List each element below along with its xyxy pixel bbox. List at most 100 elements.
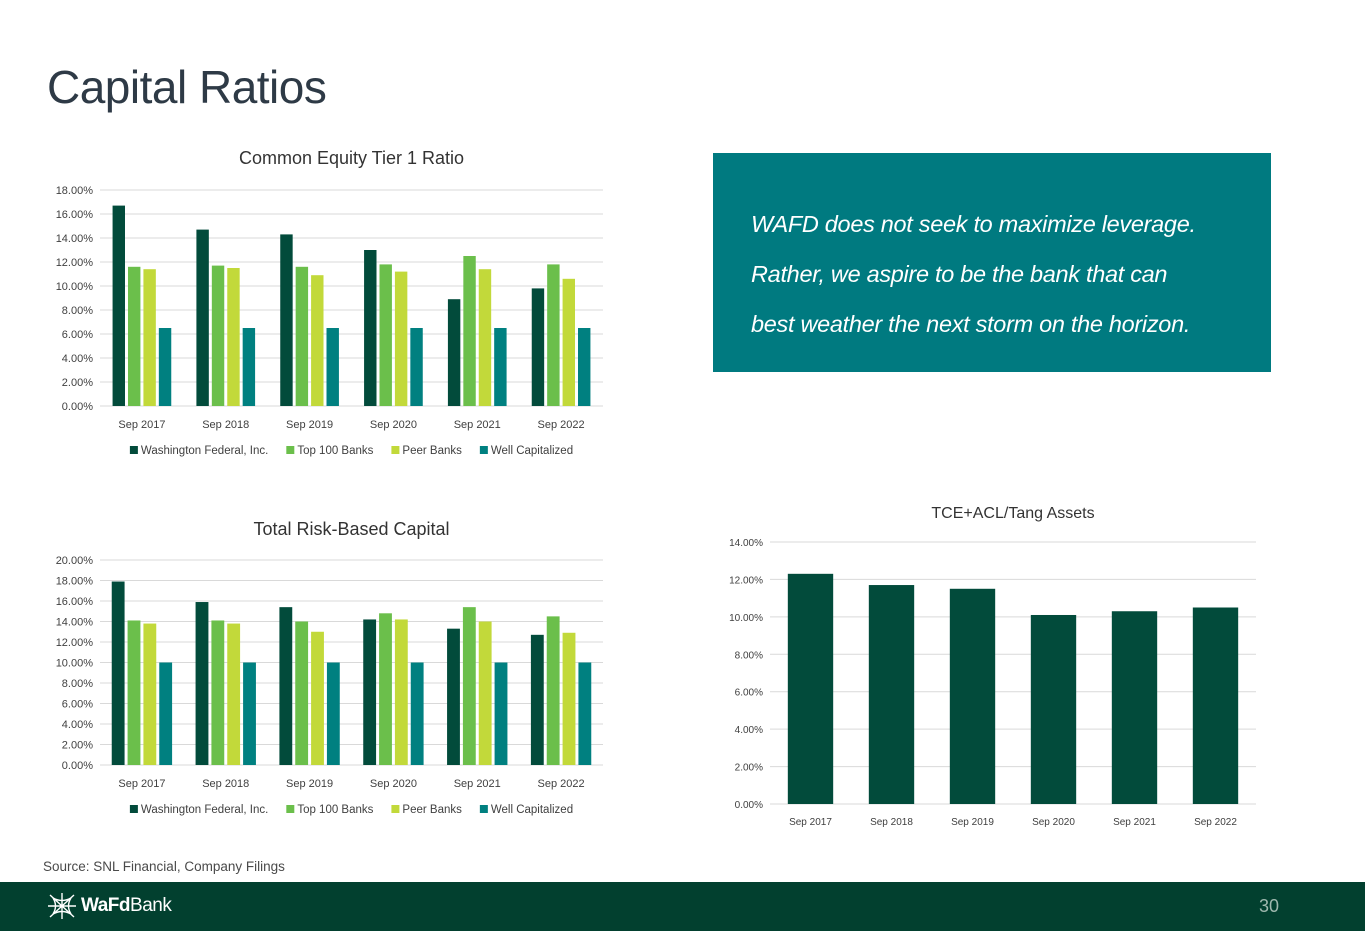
x-tick-label: Sep 2020 — [1032, 817, 1075, 828]
bar-tce-acl-tang-assets-sep-2018 — [868, 585, 915, 804]
x-tick-label: Sep 2022 — [538, 778, 585, 790]
y-tick-label: 0.00% — [62, 760, 93, 772]
y-tick-label: 14.00% — [56, 617, 94, 629]
bar-tce-acl-tang-assets-sep-2017 — [787, 573, 834, 804]
bar-top-100-banks-sep-2018 — [211, 620, 225, 765]
y-tick-label: 14.00% — [56, 233, 94, 245]
y-tick-label: 2.00% — [62, 377, 93, 389]
bar-peer-banks-sep-2019 — [311, 275, 324, 406]
bar-washington-federal-inc-sep-2018 — [195, 602, 209, 765]
x-tick-label: Sep 2018 — [202, 778, 249, 790]
legend-label-washington-federal-inc: Washington Federal, Inc. — [141, 445, 268, 457]
y-tick-label: 4.00% — [62, 353, 93, 365]
bar-washington-federal-inc-sep-2020 — [364, 250, 377, 406]
y-tick-label: 12.00% — [729, 575, 763, 586]
y-tick-label: 2.00% — [62, 740, 93, 752]
x-tick-label: Sep 2022 — [1194, 817, 1237, 828]
bar-peer-banks-sep-2020 — [394, 271, 408, 406]
bar-washington-federal-inc-sep-2017 — [111, 581, 125, 765]
y-tick-label: 20.00% — [56, 555, 94, 567]
total-risk-based-capital-chart: Total Risk-Based Capital 0.00% 2.00% 4.00% 6… — [56, 519, 603, 816]
y-tick-label: 4.00% — [735, 725, 763, 736]
bar-peer-banks-sep-2020 — [394, 619, 408, 765]
y-tick-label: 0.00% — [62, 401, 93, 413]
logo-wordmark: WaFdBank — [81, 895, 172, 916]
bar-tce-acl-tang-assets-sep-2019 — [949, 588, 996, 804]
leverage-quote-box: WAFD does not seek to maximize leverage.… — [713, 153, 1271, 372]
legend-swatch-washington-federal-inc — [129, 446, 138, 454]
y-tick-label: 8.00% — [62, 305, 93, 317]
bar-washington-federal-inc-sep-2022 — [531, 288, 545, 406]
bar-top-100-banks-sep-2017 — [127, 620, 141, 765]
x-tick-label: Sep 2022 — [538, 419, 585, 431]
legend-swatch-well-capitalized — [479, 805, 488, 813]
bar-top-100-banks-sep-2021 — [463, 256, 476, 406]
bar-washington-federal-inc-sep-2021 — [447, 628, 460, 765]
y-tick-label: 6.00% — [735, 688, 763, 699]
legend-swatch-top-100-banks — [286, 805, 295, 813]
legend-label-well-capitalized: Well Capitalized — [491, 804, 573, 816]
bar-well-capitalized-sep-2020 — [410, 328, 423, 406]
y-tick-label: 10.00% — [56, 281, 94, 293]
legend-label-peer-banks: Peer Banks — [402, 445, 462, 457]
legend-swatch-washington-federal-inc — [129, 805, 138, 813]
bar-well-capitalized-sep-2018 — [242, 328, 256, 406]
bar-washington-federal-inc-sep-2019 — [279, 607, 293, 765]
y-tick-label: 12.00% — [56, 637, 94, 649]
legend-swatch-peer-banks — [391, 446, 400, 454]
bar-washington-federal-inc-sep-2022 — [530, 634, 544, 765]
bar-top-100-banks-sep-2021 — [462, 607, 476, 765]
bar-top-100-banks-sep-2020 — [379, 613, 392, 765]
legend-label-well-capitalized: Well Capitalized — [491, 445, 573, 457]
y-tick-label: 6.00% — [62, 699, 93, 711]
bar-well-capitalized-sep-2022 — [578, 662, 592, 765]
bar-top-100-banks-sep-2017 — [127, 266, 141, 406]
bar-well-capitalized-sep-2019 — [326, 662, 340, 765]
x-tick-label: Sep 2020 — [370, 419, 417, 431]
y-tick-label: 4.00% — [62, 719, 93, 731]
bar-washington-federal-inc-sep-2018 — [196, 229, 209, 406]
bar-well-capitalized-sep-2022 — [578, 328, 591, 406]
chart-title: Common Equity Tier 1 Ratio — [239, 148, 464, 168]
quote-line-3: best weather the next storm on the horiz… — [751, 311, 1191, 337]
bar-peer-banks-sep-2021 — [478, 621, 492, 765]
x-tick-label: Sep 2018 — [202, 419, 249, 431]
bar-tce-acl-tang-assets-sep-2020 — [1030, 614, 1077, 804]
bar-washington-federal-inc-sep-2017 — [112, 205, 125, 406]
x-tick-label: Sep 2017 — [118, 778, 165, 790]
y-tick-label: 14.00% — [729, 538, 763, 549]
bar-peer-banks-sep-2022 — [562, 632, 576, 765]
bar-top-100-banks-sep-2019 — [295, 266, 309, 406]
bar-well-capitalized-sep-2019 — [326, 328, 339, 406]
y-tick-label: 16.00% — [56, 596, 94, 608]
cet1-ratio-chart: Common Equity Tier 1 Ratio 0.00% 2.00% 4.00… — [56, 148, 603, 457]
bar-peer-banks-sep-2022 — [562, 278, 576, 406]
chart-title: TCE+ACL/Tang Assets — [931, 505, 1094, 522]
bar-top-100-banks-sep-2022 — [547, 264, 560, 406]
x-tick-label: Sep 2021 — [1113, 817, 1156, 828]
x-tick-label: Sep 2021 — [454, 419, 501, 431]
page-number: 30 — [1258, 896, 1279, 916]
quote-line-2: Rather, we aspire to be the bank that ca… — [751, 261, 1168, 287]
footer-bar: WaFdBank 30 — [0, 882, 1365, 931]
legend-label-top-100-banks: Top 100 Banks — [297, 804, 373, 816]
bar-peer-banks-sep-2018 — [227, 268, 240, 406]
bar-peer-banks-sep-2019 — [311, 631, 324, 765]
bar-tce-acl-tang-assets-sep-2021 — [1111, 611, 1158, 804]
wafd-logo[interactable]: WaFdBank — [47, 892, 172, 920]
legend-label-washington-federal-inc: Washington Federal, Inc. — [141, 804, 268, 816]
wafd-emblem-icon — [48, 893, 76, 919]
bar-well-capitalized-sep-2021 — [494, 328, 507, 406]
x-tick-label: Sep 2020 — [370, 778, 417, 790]
x-tick-label: Sep 2017 — [789, 817, 832, 828]
y-tick-label: 8.00% — [735, 650, 763, 661]
bar-washington-federal-inc-sep-2019 — [280, 234, 293, 406]
legend-label-peer-banks: Peer Banks — [402, 804, 462, 816]
bar-washington-federal-inc-sep-2021 — [447, 299, 461, 406]
x-tick-label: Sep 2019 — [286, 778, 333, 790]
x-tick-label: Sep 2018 — [870, 817, 913, 828]
y-tick-label: 10.00% — [729, 613, 763, 624]
legend-swatch-top-100-banks — [286, 446, 295, 454]
x-tick-label: Sep 2019 — [951, 817, 994, 828]
y-tick-label: 0.00% — [735, 800, 763, 811]
